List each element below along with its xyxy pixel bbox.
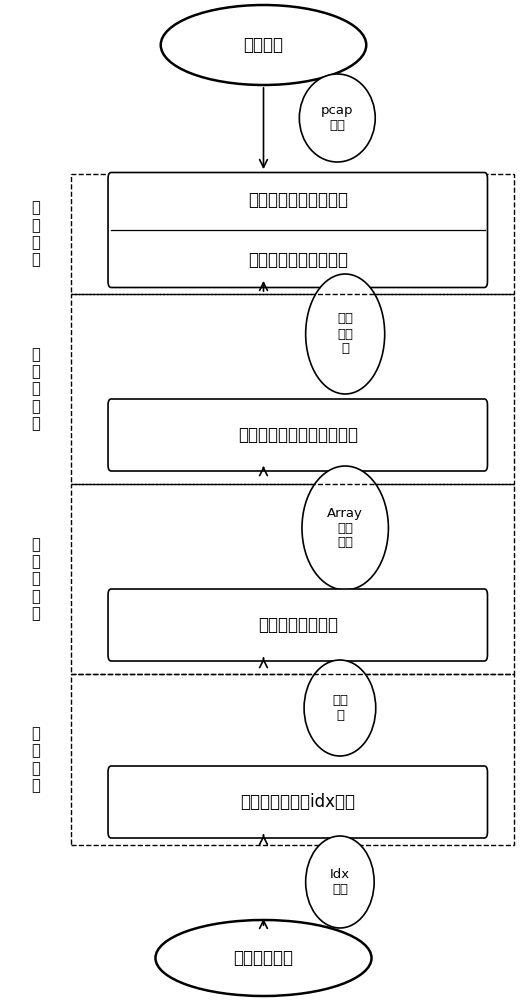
Text: 五元
组数
据: 五元 组数 据 <box>337 312 353 356</box>
Text: 深度学习模型: 深度学习模型 <box>233 949 294 967</box>
Text: 按照统一大小进行数据截取: 按照统一大小进行数据截取 <box>238 426 358 444</box>
Text: 报
文
划
分: 报 文 划 分 <box>32 200 40 268</box>
Text: Idx
数据: Idx 数据 <box>330 868 350 896</box>
Ellipse shape <box>304 660 376 756</box>
Text: 数
据
可
视
化: 数 据 可 视 化 <box>32 537 40 621</box>
Text: 将灰度图转化为idx格式: 将灰度图转化为idx格式 <box>240 793 355 811</box>
FancyBboxPatch shape <box>108 172 487 288</box>
Text: Array
数组
数据: Array 数组 数据 <box>327 506 363 550</box>
Text: 按照切分方式划分流量: 按照切分方式划分流量 <box>248 191 348 209</box>
Text: 原始数据: 原始数据 <box>243 36 284 54</box>
Ellipse shape <box>299 74 375 162</box>
Text: 数
据
转
换: 数 据 转 换 <box>32 726 40 793</box>
Ellipse shape <box>306 274 385 394</box>
FancyBboxPatch shape <box>108 766 487 838</box>
Text: 灰度
图: 灰度 图 <box>332 694 348 722</box>
Ellipse shape <box>306 836 374 928</box>
Ellipse shape <box>161 5 366 85</box>
Text: 数
据
归
一
化: 数 据 归 一 化 <box>32 347 40 431</box>
Text: 按照协议层次清洗流量: 按照协议层次清洗流量 <box>248 251 348 269</box>
FancyBboxPatch shape <box>108 589 487 661</box>
Text: pcap
文件: pcap 文件 <box>321 104 354 132</box>
FancyBboxPatch shape <box>108 399 487 471</box>
Text: 数据转化为灰度图: 数据转化为灰度图 <box>258 616 338 634</box>
Ellipse shape <box>155 920 372 996</box>
Ellipse shape <box>302 466 388 590</box>
